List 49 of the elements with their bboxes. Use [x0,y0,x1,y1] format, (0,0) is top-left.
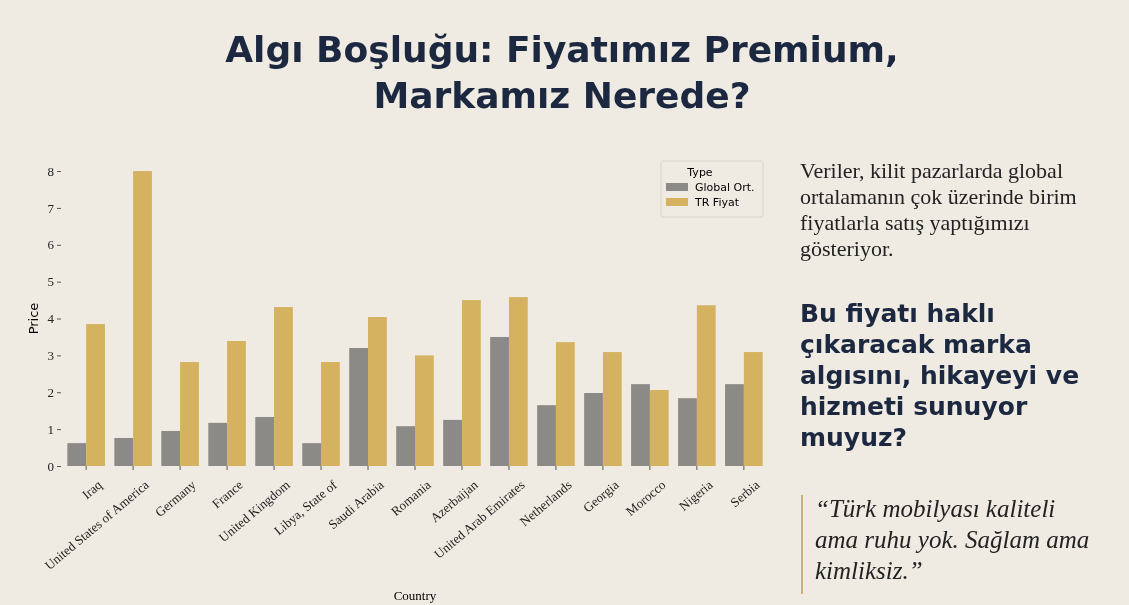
bar [133,171,152,466]
bar [396,426,415,466]
bar [114,437,134,466]
y-tick-label: 4 [47,311,55,327]
bar [227,341,246,466]
bar [415,355,434,466]
text: “Türk mobilyası kaliteli ama ruhu yok. Sağlam ama kimliksiz.” [815,495,1090,584]
bar [602,352,622,466]
y-tick-label: 1 [47,421,54,437]
bar [537,405,556,466]
bar [631,384,650,466]
bar [321,362,340,466]
y-tick-label: 3 [47,348,54,364]
bar [443,419,462,466]
bar [161,430,181,466]
text: Bu fiyatı haklı çıkaracak marka algısını, hikayeyi ve hizmeti sunuyor muyuz? [800,299,1080,452]
chart-title: Algı Boşluğu: Fiyatımız Premium, Markamız Nerede? [225,29,899,116]
y-tick-label: 5 [47,274,54,290]
legend-label: TR Fiyat [694,196,740,209]
bar [180,362,199,466]
bar [678,398,697,466]
bar [508,297,528,466]
legend-title: Type [686,166,713,179]
text: Veriler, kilit pazarlarda global ortalamanın çok üzerinde birim fiyatlarla satış yaptığımızı gösteriyor. [800,158,1077,261]
bar [67,443,87,466]
bar [490,336,509,466]
bar [255,416,275,466]
bar [86,324,105,466]
y-axis-title: Price [26,302,41,335]
bar [743,352,763,466]
y-tick-label: 0 [47,458,54,474]
bar [649,390,669,466]
bar [725,384,744,466]
bar [274,307,293,466]
y-tick-label: 8 [47,163,54,179]
bar [696,305,716,466]
bar [555,342,575,466]
bar [461,300,481,466]
y-tick-label: 6 [47,237,55,253]
x-tick-label: Iraq [79,476,106,503]
legend-label: Global Ort. [695,181,755,194]
bar [368,317,387,466]
x-axis-title: Country [393,588,437,603]
y-tick-label: 7 [47,200,55,216]
bar [584,393,603,466]
bar [302,443,322,466]
y-tick-label: 2 [47,384,54,400]
bar [208,422,228,466]
bar [349,348,369,466]
